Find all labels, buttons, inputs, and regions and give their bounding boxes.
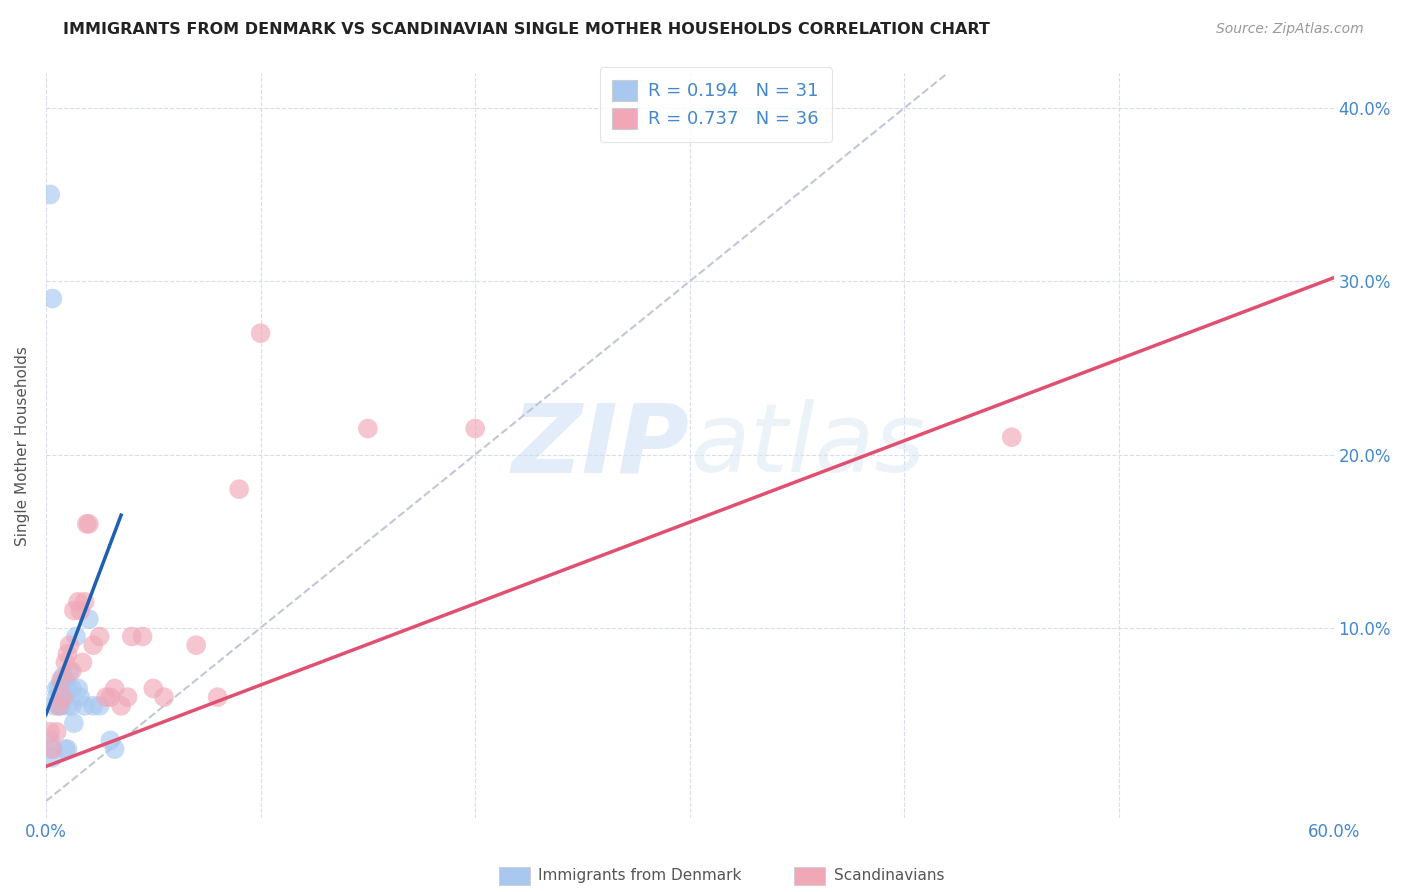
Point	[58, 638, 80, 652]
Point	[131, 630, 153, 644]
Point	[60, 664, 83, 678]
Point	[56, 698, 79, 713]
Point	[48, 698, 70, 713]
Point	[249, 326, 271, 341]
Point	[39, 187, 62, 202]
Point	[56, 647, 79, 661]
Point	[49, 673, 72, 687]
Point	[72, 656, 94, 670]
Point	[52, 669, 75, 683]
Text: Immigrants from Denmark: Immigrants from Denmark	[538, 869, 742, 883]
Point	[89, 630, 111, 644]
Point	[77, 516, 100, 531]
Point	[49, 676, 72, 690]
Point	[1001, 430, 1024, 444]
Point	[89, 698, 111, 713]
Text: ZIP: ZIP	[512, 400, 690, 492]
Point	[67, 595, 90, 609]
Point	[63, 716, 86, 731]
Point	[60, 698, 83, 713]
Point	[41, 751, 63, 765]
Point	[110, 698, 132, 713]
Text: Scandinavians: Scandinavians	[834, 869, 945, 883]
Point	[39, 724, 62, 739]
Point	[153, 690, 176, 705]
Point	[49, 698, 72, 713]
Point	[53, 656, 76, 670]
Point	[121, 630, 143, 644]
Y-axis label: Single Mother Households: Single Mother Households	[15, 346, 30, 546]
Point	[76, 516, 98, 531]
Point	[56, 681, 79, 696]
Point	[52, 690, 75, 705]
Point	[58, 664, 80, 678]
Point	[207, 690, 229, 705]
Point	[77, 612, 100, 626]
Text: IMMIGRANTS FROM DENMARK VS SCANDINAVIAN SINGLE MOTHER HOUSEHOLDS CORRELATION CHA: IMMIGRANTS FROM DENMARK VS SCANDINAVIAN …	[63, 22, 990, 37]
Point	[94, 690, 117, 705]
Point	[53, 742, 76, 756]
Point	[39, 733, 62, 747]
Point	[45, 690, 67, 705]
Point	[52, 690, 75, 705]
Point	[228, 482, 250, 496]
Point	[41, 742, 63, 756]
Point	[60, 681, 83, 696]
Legend: R = 0.194   N = 31, R = 0.737   N = 36: R = 0.194 N = 31, R = 0.737 N = 36	[599, 68, 831, 142]
Text: atlas: atlas	[690, 400, 925, 492]
Point	[48, 698, 70, 713]
Point	[104, 681, 127, 696]
Point	[142, 681, 165, 696]
Point	[98, 690, 121, 705]
Point	[73, 595, 96, 609]
Text: Source: ZipAtlas.com: Source: ZipAtlas.com	[1216, 22, 1364, 37]
Point	[44, 698, 66, 713]
Point	[49, 690, 72, 705]
Point	[45, 724, 67, 739]
Point	[41, 292, 63, 306]
Point	[69, 603, 91, 617]
Point	[56, 742, 79, 756]
Point	[464, 421, 486, 435]
Point	[73, 698, 96, 713]
Point	[82, 698, 104, 713]
Point	[357, 421, 380, 435]
Point	[48, 681, 70, 696]
Point	[82, 638, 104, 652]
Point	[67, 681, 90, 696]
Point	[104, 742, 127, 756]
Point	[45, 681, 67, 696]
Point	[41, 742, 63, 756]
Point	[98, 733, 121, 747]
Point	[186, 638, 208, 652]
Point	[63, 603, 86, 617]
Point	[53, 673, 76, 687]
Point	[117, 690, 139, 705]
Point	[65, 630, 87, 644]
Point	[69, 690, 91, 705]
